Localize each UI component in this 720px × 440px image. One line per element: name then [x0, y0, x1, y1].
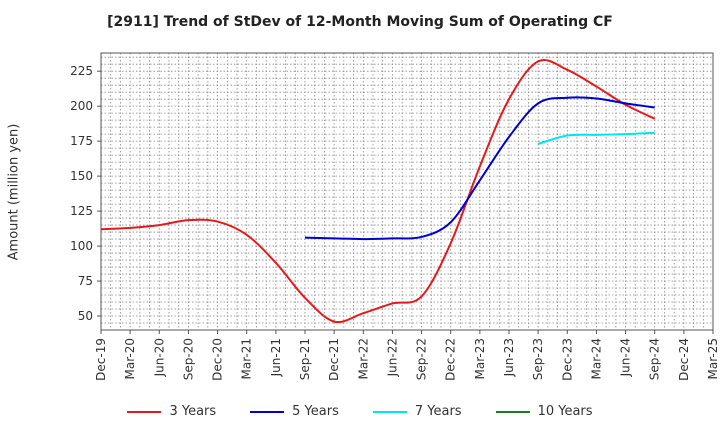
series-line-5-years — [304, 96, 655, 241]
x-tick-label: Dec-24 — [677, 338, 691, 381]
x-tick-label: Jun-23 — [502, 338, 516, 377]
series-line-7-years — [537, 131, 655, 145]
x-tick-label: Sep-21 — [298, 338, 312, 380]
y-tick-label: 75 — [78, 274, 93, 288]
legend-item: 5 Years — [250, 404, 339, 419]
legend-swatch — [495, 410, 530, 413]
x-tick-label: Jun-24 — [619, 338, 633, 377]
x-tick-label: Mar-25 — [706, 338, 720, 379]
x-tick-label: Jun-20 — [152, 338, 166, 377]
x-tick-label: Dec-19 — [94, 338, 108, 381]
chart-title: [2911] Trend of StDev of 12-Month Moving… — [107, 14, 613, 30]
x-tick-label: Mar-23 — [473, 338, 487, 379]
legend-item: 3 Years — [127, 404, 216, 419]
x-tick-label: Mar-21 — [240, 338, 254, 379]
x-tick-label: Sep-23 — [531, 338, 545, 380]
x-tick-label: Mar-24 — [589, 338, 603, 379]
x-tick-labels: Dec-19 Mar-20 Jun-20 Sep-20 Dec-20 Mar-21 Jun-… — [94, 330, 720, 381]
y-tick-label: 225 — [70, 64, 93, 78]
legend: 3 Years 5 Years 7 Years 10 Years — [0, 404, 720, 419]
x-tick-label: Dec-22 — [444, 338, 458, 381]
series-layer — [100, 59, 656, 324]
x-tick-label: Dec-21 — [327, 338, 341, 381]
series-line-3-years — [100, 59, 656, 324]
legend-label: 5 Years — [292, 404, 339, 419]
legend-item: 7 Years — [372, 404, 462, 419]
legend-label: 7 Years — [414, 404, 462, 419]
x-tick-label: Mar-22 — [356, 338, 370, 379]
legend-swatch — [127, 410, 162, 413]
grid-layer — [101, 53, 713, 330]
y-tick-label: 150 — [70, 169, 93, 183]
x-tick-label: Mar-20 — [123, 338, 137, 379]
x-tick-label: Dec-23 — [560, 338, 574, 381]
legend-label: 3 Years — [169, 404, 217, 419]
legend-label: 10 Years — [537, 404, 593, 419]
legend-item: 10 Years — [495, 404, 593, 419]
y-tick-label: 125 — [70, 204, 93, 218]
x-tick-label: Jun-22 — [385, 338, 399, 377]
y-tick-label: 200 — [70, 99, 93, 113]
y-tick-label: 175 — [70, 134, 93, 148]
x-tick-label: Sep-20 — [181, 338, 195, 380]
x-tick-label: Jun-21 — [269, 338, 283, 377]
plot-frame — [100, 52, 714, 331]
x-tick-label: Dec-20 — [211, 338, 225, 381]
legend-swatch — [250, 410, 285, 413]
y-tick-label: 50 — [78, 309, 93, 323]
x-tick-label: Sep-22 — [415, 338, 429, 380]
y-tick-labels: 50 75 100 125 150 175 200 225 — [70, 64, 101, 323]
legend-swatch — [372, 410, 407, 413]
y-tick-label: 100 — [70, 239, 93, 253]
x-tick-label: Sep-24 — [648, 338, 662, 380]
